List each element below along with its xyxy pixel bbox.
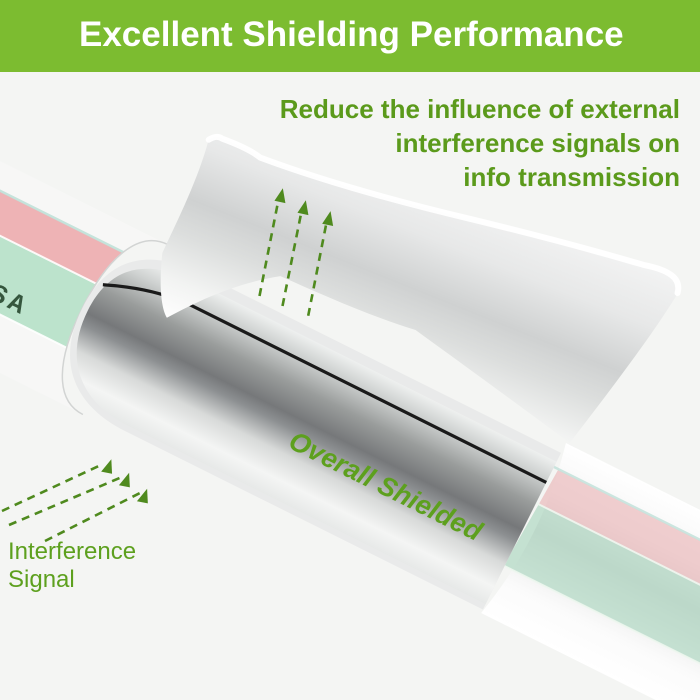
svg-text:Signal: Signal bbox=[8, 566, 75, 593]
svg-text:Interference: Interference bbox=[8, 538, 136, 565]
